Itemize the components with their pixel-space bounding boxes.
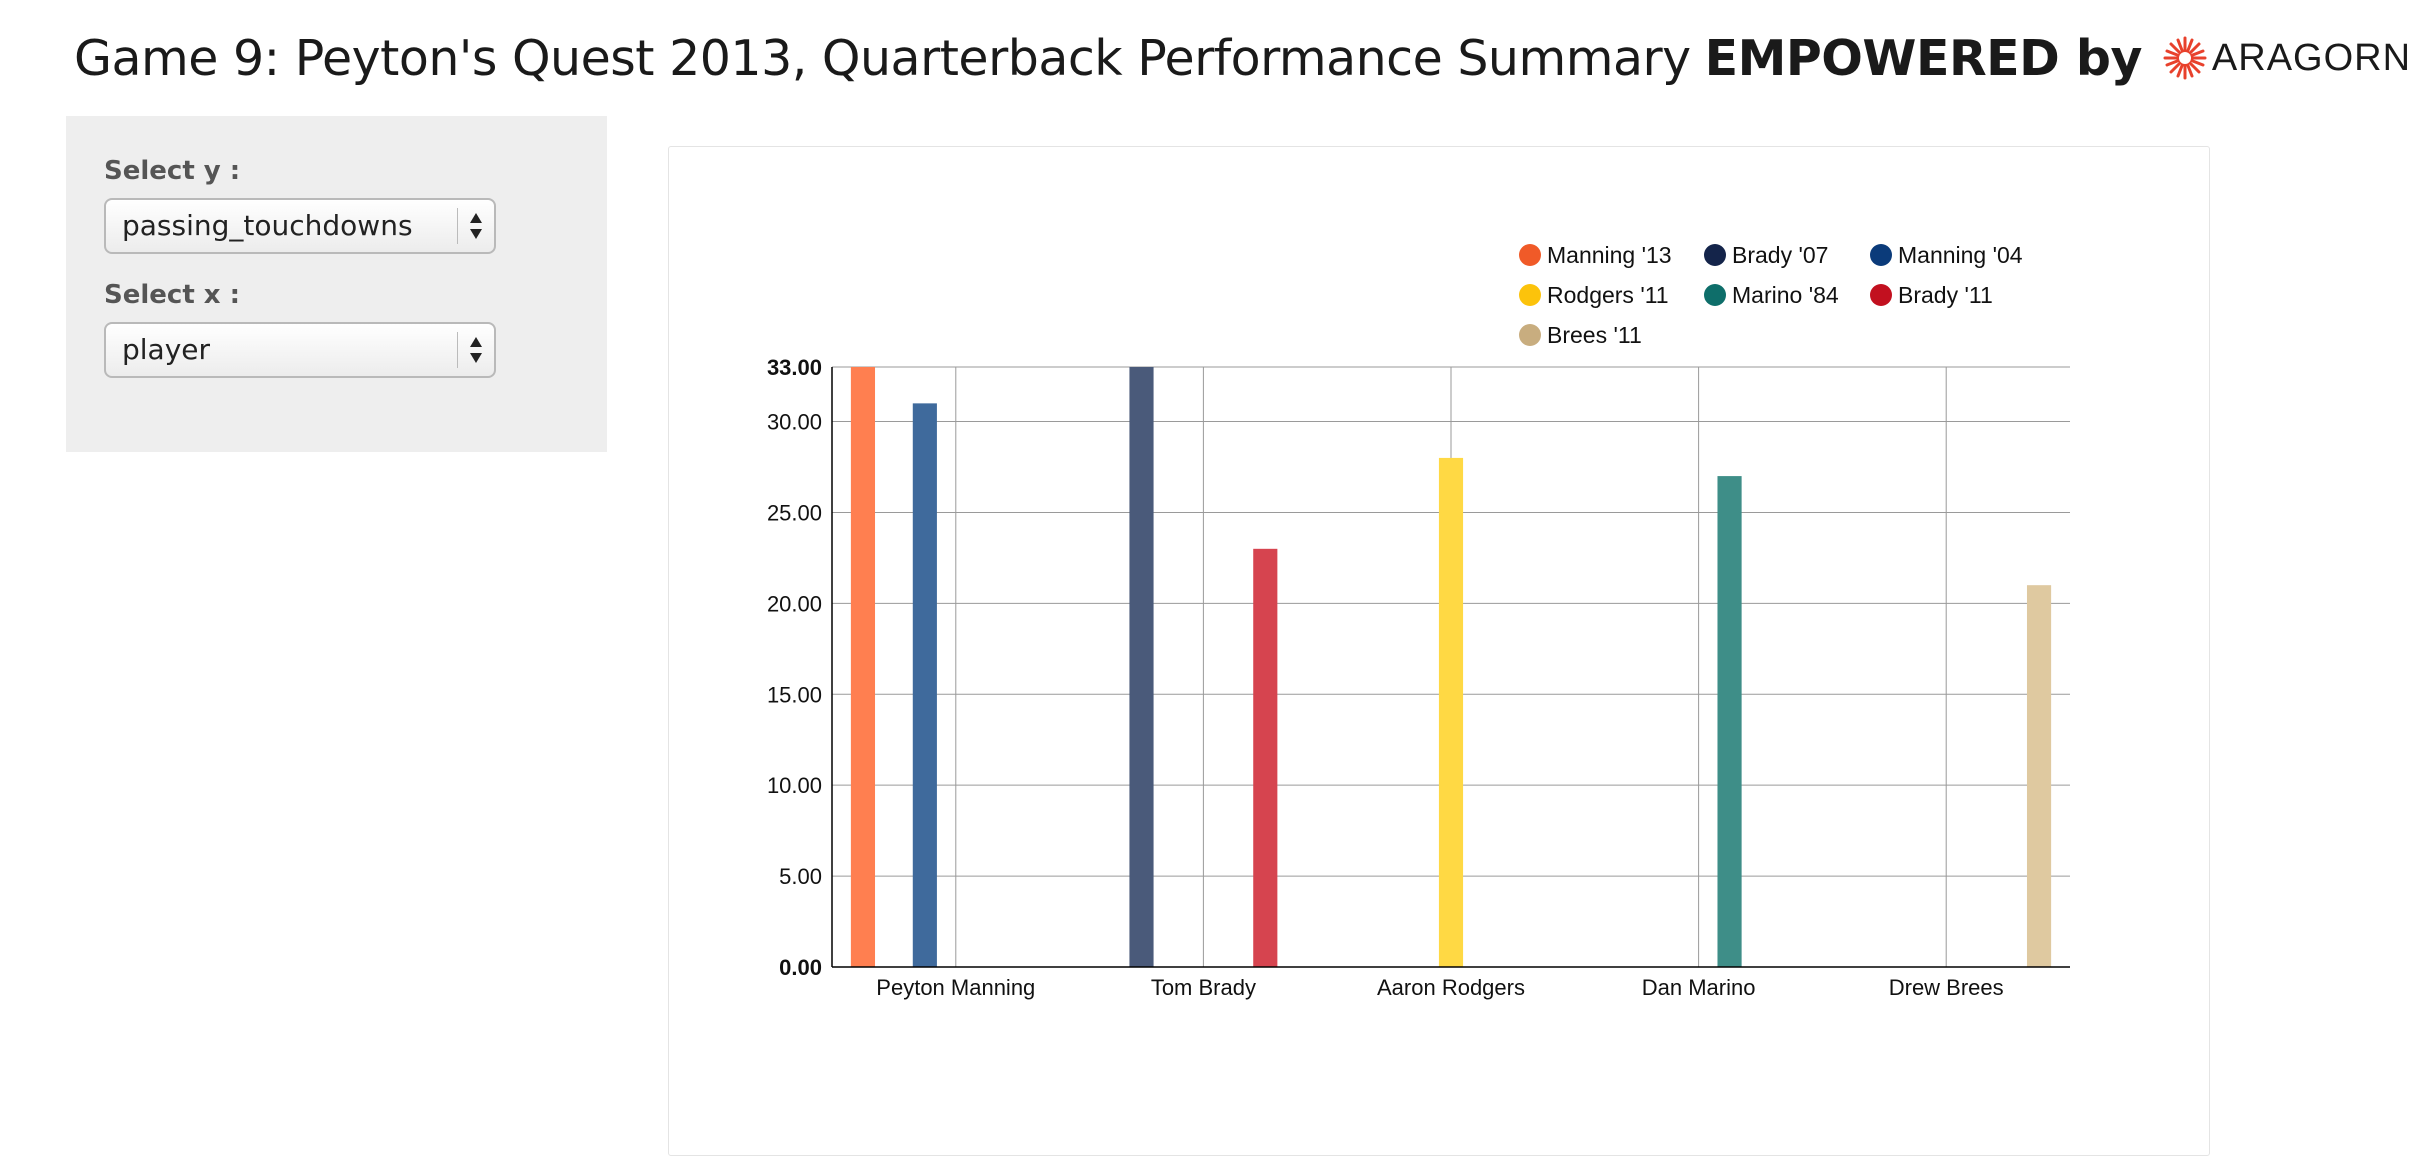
y-tick-label: 10.00 xyxy=(767,773,822,798)
legend-swatch xyxy=(1704,284,1726,306)
bar xyxy=(1253,548,1278,967)
aragorn-logo-icon xyxy=(2163,36,2207,80)
legend-label: Brees '11 xyxy=(1547,322,1642,348)
legend-swatch xyxy=(1870,284,1892,306)
y-tick-label: 20.00 xyxy=(767,591,822,616)
bar xyxy=(1438,457,1464,967)
x-tick-label: Aaron Rodgers xyxy=(1377,975,1525,1000)
title-main: Game 9: Peyton's Quest 2013, Quarterback… xyxy=(74,29,1691,87)
x-tick-label: Peyton Manning xyxy=(876,975,1035,1000)
bar xyxy=(1129,367,1154,967)
x-tick-label: Dan Marino xyxy=(1642,975,1756,1000)
select-divider xyxy=(457,332,458,368)
bar xyxy=(912,403,937,967)
y-tick-label: 33.00 xyxy=(767,355,822,380)
controls-panel: Select y : passing_touchdowns Select x :… xyxy=(66,116,607,452)
aragorn-logo: ARAGORN xyxy=(2162,35,2411,81)
aragorn-logo-text: ARAGORN xyxy=(2211,36,2412,79)
legend-swatch xyxy=(1519,284,1541,306)
bar xyxy=(850,367,876,967)
bar-chart: 0.00 5.00 10.00 15.00 20.00 25.00 30.00 33.00 Pe… xyxy=(767,242,2070,1000)
page-title: Game 9: Peyton's Quest 2013, Quarterback… xyxy=(74,22,2411,94)
select-y-dropdown[interactable]: passing_touchdowns xyxy=(104,198,496,254)
legend-label: Manning '13 xyxy=(1547,242,1672,268)
legend-label: Manning '04 xyxy=(1898,242,2023,268)
select-x-dropdown[interactable]: player xyxy=(104,322,496,378)
y-tick-label: 30.00 xyxy=(767,410,822,435)
select-y-value: passing_touchdowns xyxy=(122,209,413,242)
legend-swatch xyxy=(1519,324,1541,346)
legend-label: Brady '11 xyxy=(1898,282,1993,308)
title-emphasis: EMPOWERED by xyxy=(1704,29,2143,87)
select-arrows-icon xyxy=(470,337,482,363)
legend-swatch xyxy=(1870,244,1892,266)
legend-label: Marino '84 xyxy=(1732,282,1839,308)
legend-swatch xyxy=(1704,244,1726,266)
x-tick-label: Drew Brees xyxy=(1889,975,2004,1000)
select-x-value: player xyxy=(122,333,211,366)
x-tick-label: Tom Brady xyxy=(1151,975,1256,1000)
y-tick-label: 25.00 xyxy=(767,500,822,525)
select-arrows-icon xyxy=(470,213,482,239)
select-y-label: Select y : xyxy=(104,156,241,186)
y-tick-label: 0.00 xyxy=(779,955,822,980)
bar xyxy=(1717,476,1742,967)
select-x-label: Select x : xyxy=(104,280,241,310)
chart-panel: 0.00 5.00 10.00 15.00 20.00 25.00 30.00 33.00 Pe… xyxy=(668,146,2210,1156)
legend-label: Brady '07 xyxy=(1732,242,1828,268)
y-tick-label: 5.00 xyxy=(779,864,822,889)
y-tick-label: 15.00 xyxy=(767,682,822,707)
select-divider xyxy=(457,208,458,244)
legend-label: Rodgers '11 xyxy=(1547,282,1669,308)
legend-swatch xyxy=(1519,244,1541,266)
bar xyxy=(2026,585,2052,967)
